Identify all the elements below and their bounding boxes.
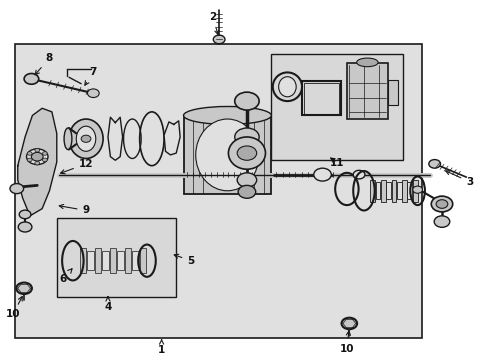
Ellipse shape <box>87 89 99 98</box>
Ellipse shape <box>430 196 452 212</box>
Bar <box>140 248 146 273</box>
Ellipse shape <box>195 119 259 191</box>
Ellipse shape <box>428 159 440 168</box>
Polygon shape <box>18 108 57 216</box>
Ellipse shape <box>278 77 296 97</box>
Text: 11: 11 <box>329 158 344 168</box>
Bar <box>57 218 176 297</box>
Ellipse shape <box>42 158 47 162</box>
Text: 6: 6 <box>60 269 72 284</box>
Ellipse shape <box>234 128 259 146</box>
Bar <box>124 248 131 273</box>
Text: 8: 8 <box>35 53 53 75</box>
Ellipse shape <box>69 119 103 158</box>
Bar <box>15 44 422 338</box>
Text: 12: 12 <box>61 159 93 174</box>
Ellipse shape <box>435 200 447 208</box>
Ellipse shape <box>18 222 32 232</box>
Bar <box>412 180 417 202</box>
Ellipse shape <box>24 73 39 84</box>
Bar <box>87 251 93 270</box>
Bar <box>391 180 396 202</box>
Ellipse shape <box>10 184 23 194</box>
Bar <box>401 180 406 202</box>
Ellipse shape <box>433 216 449 227</box>
Bar <box>132 251 138 270</box>
Bar <box>271 54 402 160</box>
Ellipse shape <box>238 185 255 198</box>
Bar <box>386 182 390 199</box>
Bar <box>407 182 411 199</box>
Polygon shape <box>163 121 180 155</box>
Bar <box>346 63 387 119</box>
Ellipse shape <box>26 149 48 165</box>
Bar <box>369 180 374 202</box>
Text: 1: 1 <box>158 339 165 355</box>
Bar <box>380 180 385 202</box>
Bar <box>387 80 397 105</box>
Text: 9: 9 <box>59 204 89 216</box>
Text: 3: 3 <box>445 171 472 187</box>
Bar <box>396 182 401 199</box>
Ellipse shape <box>228 137 265 169</box>
Text: 10: 10 <box>6 297 22 319</box>
Ellipse shape <box>183 107 271 125</box>
Ellipse shape <box>341 318 356 329</box>
Text: 7: 7 <box>84 67 97 85</box>
Text: 5: 5 <box>174 254 194 266</box>
Ellipse shape <box>42 152 47 155</box>
Text: 10: 10 <box>339 331 353 354</box>
Ellipse shape <box>19 210 31 219</box>
Text: 4: 4 <box>104 297 111 312</box>
Bar <box>117 251 123 270</box>
Ellipse shape <box>237 146 256 160</box>
Ellipse shape <box>356 58 377 67</box>
Ellipse shape <box>35 161 40 165</box>
Bar <box>304 83 338 114</box>
Ellipse shape <box>76 126 96 151</box>
Ellipse shape <box>31 152 43 161</box>
Bar <box>302 81 340 116</box>
Ellipse shape <box>27 158 32 162</box>
Bar <box>80 248 86 273</box>
Ellipse shape <box>412 186 422 193</box>
Ellipse shape <box>64 128 72 149</box>
Ellipse shape <box>213 35 224 44</box>
Ellipse shape <box>35 148 40 152</box>
Ellipse shape <box>16 283 32 294</box>
Ellipse shape <box>234 92 259 110</box>
Ellipse shape <box>81 135 91 142</box>
Bar <box>109 248 116 273</box>
Ellipse shape <box>313 168 330 181</box>
Bar <box>95 248 101 273</box>
Ellipse shape <box>27 152 32 155</box>
Ellipse shape <box>237 173 256 187</box>
Text: 2: 2 <box>209 12 219 35</box>
Ellipse shape <box>352 170 364 179</box>
Polygon shape <box>108 117 122 160</box>
Bar <box>183 116 271 194</box>
Bar <box>102 251 108 270</box>
Bar <box>375 182 380 199</box>
